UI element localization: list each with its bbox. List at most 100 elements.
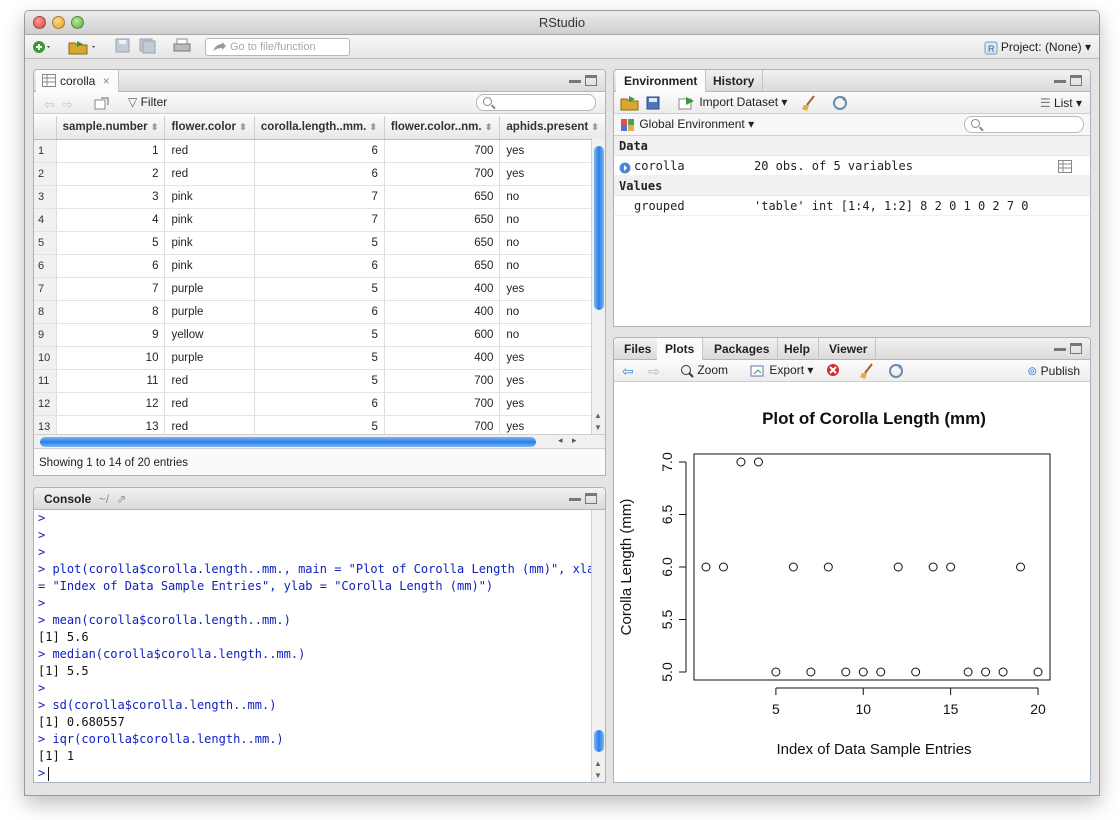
zoom-button[interactable]: Zoom bbox=[680, 363, 728, 378]
data-vertical-scroll-thumb[interactable] bbox=[594, 146, 604, 310]
maximize-pane-icon[interactable] bbox=[1070, 343, 1082, 354]
popout-icon[interactable] bbox=[94, 96, 110, 113]
table-row[interactable]: 11 11 red 5 700 yes bbox=[34, 369, 605, 393]
publish-button[interactable]: ⊚ Publish bbox=[1027, 364, 1080, 378]
data-horizontal-scroll-thumb[interactable] bbox=[40, 437, 536, 447]
tab-help[interactable]: Help bbox=[776, 338, 820, 360]
save-workspace-icon[interactable] bbox=[646, 96, 660, 113]
table-row[interactable]: 12 12 red 6 700 yes bbox=[34, 392, 605, 416]
data-grid-body: 1 1 red 6 700 yes 2 2 red 6 700 yes 3 3 pink 7 650 no 4 4 pi… bbox=[34, 139, 605, 439]
close-tab-icon[interactable]: × bbox=[102, 74, 110, 88]
print-icon[interactable] bbox=[173, 38, 191, 56]
maximize-pane-icon[interactable] bbox=[1070, 75, 1082, 86]
column-header[interactable]: flower.color ⬍ bbox=[164, 116, 255, 140]
table-cell: 3 bbox=[56, 185, 166, 209]
table-row[interactable]: 10 10 purple 5 400 yes bbox=[34, 346, 605, 370]
export-menu[interactable]: Export ▾ bbox=[750, 363, 813, 378]
table-cell: 5 bbox=[56, 231, 166, 255]
plots-pane: Files Plots Packages Help Viewer ⇦ ⇨ Zoo… bbox=[613, 337, 1091, 783]
tab-corolla[interactable]: corolla × bbox=[36, 70, 119, 93]
import-dataset-button[interactable]: Import Dataset ▾ bbox=[678, 95, 787, 110]
environment-row[interactable]: corolla 20 obs. of 5 variables bbox=[614, 156, 1090, 176]
table-row[interactable]: 4 4 pink 7 650 no bbox=[34, 208, 605, 232]
back-arrow-icon[interactable]: ⇦ bbox=[44, 97, 55, 112]
table-row[interactable]: 6 6 pink 6 650 no bbox=[34, 254, 605, 278]
goto-file-input[interactable]: Go to file/function bbox=[205, 38, 350, 56]
tab-history[interactable]: History bbox=[705, 70, 764, 92]
list-view-menu[interactable]: ☰ List ▾ bbox=[1040, 96, 1082, 110]
table-cell: 5 bbox=[254, 369, 385, 393]
scroll-up-icon[interactable]: ▲ bbox=[594, 759, 602, 768]
clear-broom-icon[interactable] bbox=[802, 95, 818, 114]
previous-plot-icon[interactable]: ⇦ bbox=[622, 363, 634, 379]
scroll-left-icon[interactable]: ◂ bbox=[558, 435, 563, 445]
console-output-line: [1] 1 bbox=[38, 749, 75, 763]
expand-icon[interactable] bbox=[619, 160, 631, 180]
new-file-icon[interactable] bbox=[31, 38, 50, 56]
table-cell: 600 bbox=[384, 323, 501, 347]
minimize-pane-icon[interactable] bbox=[569, 493, 581, 501]
scroll-right-icon[interactable]: ▸ bbox=[572, 435, 577, 445]
project-menu[interactable]: R Project: (None) ▾ bbox=[984, 38, 1091, 56]
table-cell: no bbox=[499, 231, 605, 255]
data-horizontal-scrollbar[interactable]: ◂ ▸ bbox=[34, 434, 605, 448]
scroll-down-icon[interactable]: ▼ bbox=[594, 771, 602, 780]
row-number: 3 bbox=[34, 185, 57, 209]
maximize-pane-icon[interactable] bbox=[585, 75, 597, 86]
table-row[interactable]: 7 7 purple 5 400 yes bbox=[34, 277, 605, 301]
minimize-pane-icon[interactable] bbox=[1054, 75, 1066, 83]
tab-files[interactable]: Files bbox=[616, 338, 661, 360]
column-header[interactable]: aphids.present ⬍ bbox=[499, 116, 605, 140]
console-output[interactable]: > > > > plot(corolla$corolla.length..mm., m… bbox=[34, 510, 602, 782]
forward-arrow-icon[interactable]: ⇨ bbox=[62, 97, 73, 112]
environment-row[interactable]: grouped 'table' int [1:4, 1:2] 8 2 0 1 0… bbox=[614, 196, 1090, 216]
tab-viewer[interactable]: Viewer bbox=[821, 338, 877, 360]
window-title: RStudio bbox=[538, 15, 586, 30]
minimize-window-button[interactable] bbox=[52, 16, 65, 29]
tab-plots[interactable]: Plots bbox=[657, 338, 704, 361]
console-scroll-thumb[interactable] bbox=[594, 730, 604, 752]
table-cell: purple bbox=[164, 346, 255, 370]
refresh-icon[interactable] bbox=[832, 95, 848, 114]
data-vertical-scrollbar[interactable]: ▲ ▼ bbox=[591, 138, 605, 434]
table-row[interactable]: 2 2 red 6 700 yes bbox=[34, 162, 605, 186]
tab-packages[interactable]: Packages bbox=[706, 338, 779, 360]
table-row[interactable]: 8 8 purple 6 400 no bbox=[34, 300, 605, 324]
table-row[interactable]: 13 13 red 5 700 yes bbox=[34, 415, 605, 439]
row-number: 4 bbox=[34, 208, 57, 232]
go-to-directory-icon[interactable]: ⇗ bbox=[116, 492, 127, 506]
zoom-window-button[interactable] bbox=[71, 16, 84, 29]
view-table-icon[interactable] bbox=[1058, 159, 1072, 179]
open-file-icon[interactable] bbox=[67, 38, 95, 56]
clear-all-plots-icon[interactable] bbox=[860, 363, 876, 382]
data-search-input[interactable] bbox=[476, 94, 596, 111]
table-row[interactable]: 3 3 pink 7 650 no bbox=[34, 185, 605, 209]
maximize-pane-icon[interactable] bbox=[585, 493, 597, 504]
tab-console[interactable]: Console ~/ ⇗ bbox=[36, 488, 134, 511]
scope-menu[interactable]: Global Environment ▾ bbox=[620, 117, 754, 132]
column-header[interactable]: sample.number ⬍ bbox=[56, 116, 166, 140]
filter-icon: ▽ bbox=[128, 95, 138, 109]
console-scrollbar[interactable]: ▲ ▼ bbox=[591, 510, 605, 782]
save-icon[interactable] bbox=[115, 38, 133, 56]
filter-button[interactable]: ▽ Filter bbox=[128, 95, 167, 109]
table-row[interactable]: 1 1 red 6 700 yes bbox=[34, 139, 605, 163]
table-row[interactable]: 5 5 pink 5 650 no bbox=[34, 231, 605, 255]
scroll-up-icon[interactable]: ▲ bbox=[594, 411, 602, 420]
next-plot-icon[interactable]: ⇨ bbox=[648, 363, 660, 379]
remove-plot-icon[interactable] bbox=[826, 363, 842, 382]
close-window-button[interactable] bbox=[33, 16, 46, 29]
scroll-down-icon[interactable]: ▼ bbox=[594, 423, 602, 432]
load-workspace-icon[interactable] bbox=[620, 95, 640, 114]
environment-search-input[interactable] bbox=[964, 116, 1084, 133]
tab-environment[interactable]: Environment bbox=[616, 70, 707, 93]
table-cell: 700 bbox=[384, 139, 501, 163]
minimize-pane-icon[interactable] bbox=[569, 75, 581, 83]
row-number: 7 bbox=[34, 277, 57, 301]
save-all-icon[interactable] bbox=[139, 38, 157, 56]
column-header[interactable]: flower.color..nm. ⬍ bbox=[384, 116, 501, 140]
column-header[interactable]: corolla.length..mm. ⬍ bbox=[254, 116, 385, 140]
refresh-icon[interactable] bbox=[888, 363, 904, 382]
minimize-pane-icon[interactable] bbox=[1054, 343, 1066, 351]
table-row[interactable]: 9 9 yellow 5 600 no bbox=[34, 323, 605, 347]
